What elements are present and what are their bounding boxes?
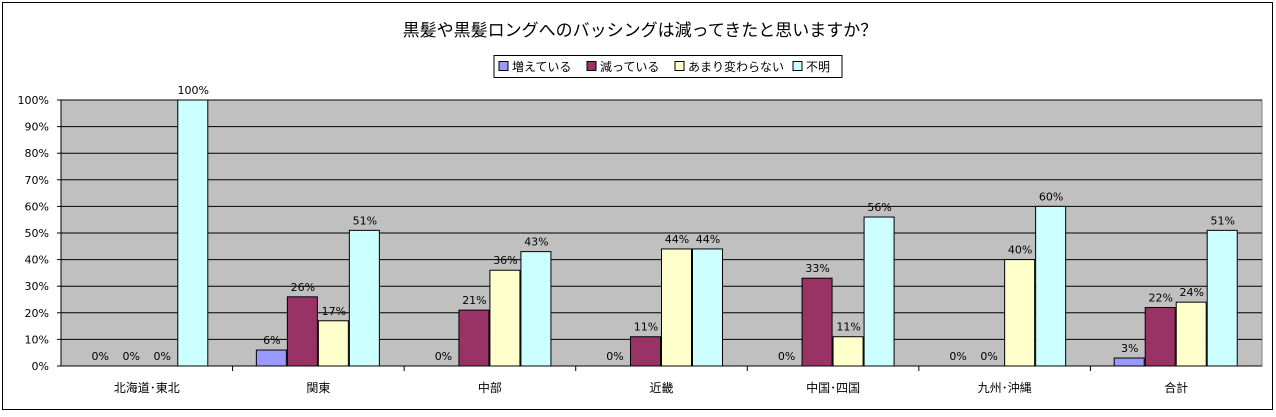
y-tick-label: 0% [32, 360, 49, 373]
legend-swatch [586, 61, 597, 71]
bar [832, 336, 864, 367]
legend-swatch [792, 61, 803, 71]
bar [489, 269, 521, 367]
data-label: 22% [1148, 291, 1172, 304]
data-label: 56% [867, 201, 891, 214]
y-tick-label: 30% [25, 280, 49, 293]
data-label: 0% [154, 350, 171, 363]
bar [1113, 357, 1145, 367]
data-label: 0% [778, 350, 795, 363]
data-label: 33% [805, 262, 829, 275]
y-tick-label: 100% [18, 94, 49, 107]
bar [458, 309, 490, 367]
x-tick-label: 北海道･東北 [114, 380, 180, 395]
data-label: 26% [291, 281, 315, 294]
y-tick-label: 10% [25, 333, 49, 346]
data-label: 11% [836, 321, 860, 334]
data-label: 0% [606, 350, 623, 363]
bar [630, 336, 661, 367]
legend: 増えている 減っている あまり変わらない 不明 [493, 55, 843, 78]
legend-label: あまり変わらない [688, 59, 784, 74]
bar [1035, 205, 1067, 367]
data-label: 0% [435, 350, 452, 363]
legend-swatch [674, 61, 685, 71]
data-label: 0% [123, 350, 140, 363]
data-label: 44% [696, 233, 720, 246]
bar [1004, 259, 1036, 367]
data-label: 0% [92, 350, 109, 363]
data-label: 36% [493, 254, 517, 267]
data-label: 60% [1039, 190, 1063, 203]
bar [692, 248, 723, 367]
bar [255, 349, 287, 367]
x-tick-label: 近畿 [649, 381, 673, 395]
bar [661, 248, 692, 367]
bar [801, 277, 833, 367]
bar [1144, 306, 1176, 367]
data-label: 0% [949, 350, 966, 363]
y-tick-label: 80% [25, 147, 49, 160]
chart-title: 黒髪や黒髪ロングへのバッシングは減ってきたと思いますか？ [403, 21, 878, 41]
bar [177, 99, 209, 367]
bar [1206, 229, 1238, 367]
y-tick-label: 50% [25, 227, 49, 240]
bar [317, 320, 349, 367]
data-label: 51% [1210, 214, 1234, 227]
y-tick-label: 40% [25, 254, 49, 267]
data-label: 3% [1121, 342, 1138, 355]
data-label: 11% [634, 321, 658, 334]
bar [520, 251, 552, 367]
data-label: 17% [322, 305, 346, 318]
data-label: 0% [980, 350, 997, 363]
legend-box [493, 55, 843, 78]
data-label: 24% [1179, 286, 1203, 299]
x-tick-label: 関東 [306, 381, 330, 395]
y-tick-label: 20% [25, 307, 49, 320]
data-label: 44% [665, 233, 689, 246]
legend-swatch [498, 61, 509, 71]
x-tick-label: 中部 [478, 380, 502, 395]
data-label: 43% [524, 236, 548, 249]
data-label: 6% [263, 334, 280, 347]
data-label: 51% [353, 214, 377, 227]
y-tick-label: 70% [25, 174, 49, 187]
x-tick-label: 九州･沖縄 [978, 380, 1032, 395]
legend-label: 不明 [806, 60, 830, 74]
bar [286, 296, 318, 367]
data-label: 100% [178, 84, 209, 97]
data-label: 21% [462, 294, 486, 307]
legend-label: 増えている [512, 60, 571, 74]
y-tick-label: 60% [25, 200, 49, 213]
y-tick-label: 90% [25, 121, 49, 134]
bar [863, 216, 895, 367]
bar [348, 229, 380, 367]
x-tick-label: 中国･四国 [806, 380, 860, 395]
data-label: 40% [1008, 244, 1032, 257]
bar [1175, 301, 1207, 367]
legend-label: 減っている [600, 59, 659, 74]
x-tick-label: 合計 [1164, 380, 1188, 395]
